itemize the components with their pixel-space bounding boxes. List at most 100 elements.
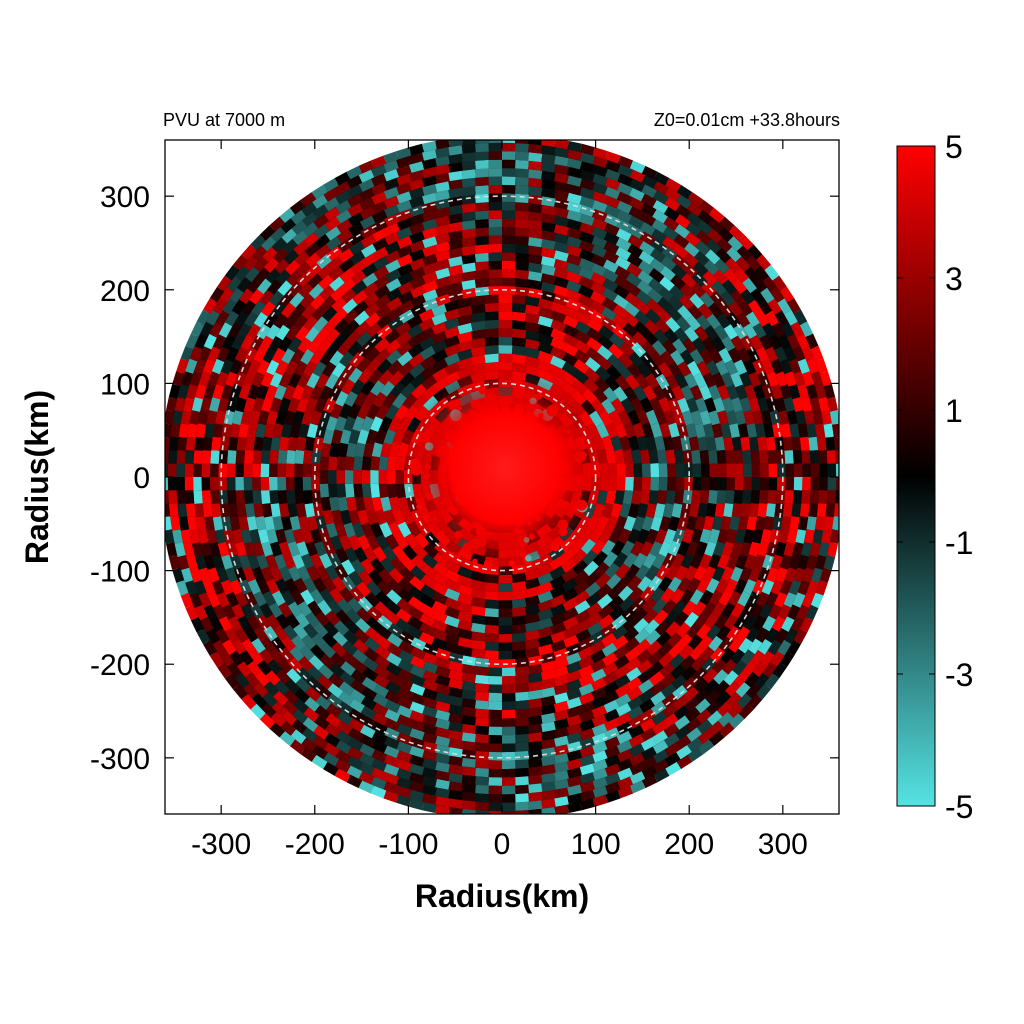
heat-cell bbox=[662, 385, 676, 402]
heat-cell bbox=[672, 695, 689, 711]
heat-cell bbox=[502, 777, 516, 786]
heat-cell bbox=[515, 193, 529, 203]
heat-cell bbox=[677, 633, 693, 649]
heat-cell bbox=[718, 301, 733, 318]
heat-cell bbox=[609, 333, 625, 349]
heat-cell bbox=[488, 718, 502, 727]
heat-cell bbox=[603, 250, 620, 264]
heat-cell bbox=[253, 591, 267, 607]
heat-cell bbox=[810, 345, 824, 362]
heat-cell bbox=[333, 318, 350, 334]
heat-cell bbox=[605, 490, 617, 506]
heat-cell bbox=[699, 589, 714, 606]
heat-cell bbox=[363, 647, 380, 662]
heat-cell bbox=[662, 339, 677, 355]
heat-cell bbox=[365, 616, 382, 632]
heat-cell bbox=[457, 628, 473, 640]
heat-cell bbox=[566, 236, 582, 249]
heat-cell bbox=[322, 361, 337, 378]
heat-cell bbox=[293, 360, 308, 377]
heat-cell bbox=[664, 197, 681, 212]
heat-cell bbox=[398, 290, 414, 305]
heat-cell bbox=[502, 794, 516, 803]
heat-cell bbox=[667, 576, 682, 593]
heat-cell bbox=[312, 735, 329, 750]
heat-cell bbox=[259, 713, 276, 729]
heat-cell bbox=[361, 676, 378, 692]
heat-cell bbox=[658, 477, 668, 491]
heat-cell bbox=[549, 364, 566, 379]
heat-cell bbox=[402, 544, 418, 561]
heat-cell bbox=[617, 164, 633, 178]
heat-cell bbox=[617, 409, 632, 426]
heat-cell bbox=[444, 569, 461, 583]
heat-cell bbox=[444, 326, 460, 339]
heat-cell bbox=[435, 709, 451, 722]
heat-cell bbox=[365, 322, 382, 338]
heat-cell bbox=[653, 749, 669, 764]
heat-cell bbox=[422, 253, 438, 266]
heat-cell bbox=[295, 612, 310, 629]
heat-cell bbox=[605, 515, 619, 532]
heat-cell bbox=[671, 264, 687, 280]
heat-cell bbox=[364, 591, 381, 608]
heat-cell bbox=[802, 567, 815, 583]
heat-cell bbox=[779, 286, 795, 303]
heat-cell bbox=[594, 561, 610, 578]
heat-cell bbox=[296, 397, 309, 413]
heat-cell bbox=[305, 326, 320, 343]
heat-cell bbox=[609, 605, 625, 621]
heat-cell bbox=[502, 277, 516, 287]
heat-cell bbox=[256, 359, 270, 376]
heat-cell bbox=[444, 335, 460, 348]
heat-cell bbox=[595, 365, 611, 382]
heat-cell bbox=[701, 601, 717, 618]
heat-cell bbox=[775, 371, 788, 387]
heat-cell bbox=[363, 496, 375, 512]
heat-cell bbox=[759, 450, 769, 464]
heat-cell bbox=[648, 661, 664, 676]
heat-cell bbox=[578, 258, 595, 271]
heat-cell bbox=[263, 312, 278, 329]
heat-cell bbox=[740, 335, 755, 351]
heat-cell bbox=[422, 184, 437, 196]
heat-cell bbox=[687, 634, 703, 650]
heat-cell bbox=[806, 516, 817, 531]
heat-cell bbox=[553, 701, 569, 713]
heat-cell bbox=[332, 307, 348, 323]
heat-cell bbox=[336, 483, 346, 498]
heat-cell bbox=[684, 707, 701, 723]
heat-cell bbox=[474, 657, 489, 668]
heat-cell bbox=[408, 353, 425, 368]
heat-cell bbox=[197, 529, 209, 544]
heat-cell bbox=[639, 541, 654, 557]
heat-cell bbox=[378, 469, 387, 485]
heat-cell bbox=[717, 463, 727, 477]
heat-cell bbox=[726, 463, 736, 477]
heat-cell bbox=[537, 590, 554, 604]
heat-cell bbox=[300, 384, 314, 401]
heat-cell bbox=[305, 541, 318, 557]
heat-cell bbox=[347, 403, 362, 420]
heat-cell bbox=[261, 397, 274, 413]
heat-cell bbox=[475, 151, 489, 161]
heat-cell bbox=[444, 317, 460, 330]
heat-cell bbox=[344, 547, 358, 564]
heat-cell bbox=[592, 164, 608, 177]
heat-cell bbox=[183, 542, 195, 557]
heat-cell bbox=[718, 636, 733, 653]
heat-cell bbox=[302, 463, 312, 477]
heat-cell bbox=[375, 635, 392, 650]
heat-cell bbox=[419, 317, 435, 332]
heat-cell bbox=[550, 346, 567, 360]
heat-cell bbox=[310, 410, 323, 426]
heat-cell bbox=[628, 435, 640, 451]
heat-cell bbox=[218, 490, 228, 504]
heat-cell bbox=[395, 618, 412, 633]
heat-cell bbox=[399, 566, 415, 583]
heat-cell bbox=[349, 689, 366, 704]
heat-cell bbox=[238, 384, 251, 400]
heat-cell bbox=[703, 678, 720, 695]
heat-cell bbox=[637, 669, 654, 684]
heat-cell bbox=[819, 477, 828, 491]
